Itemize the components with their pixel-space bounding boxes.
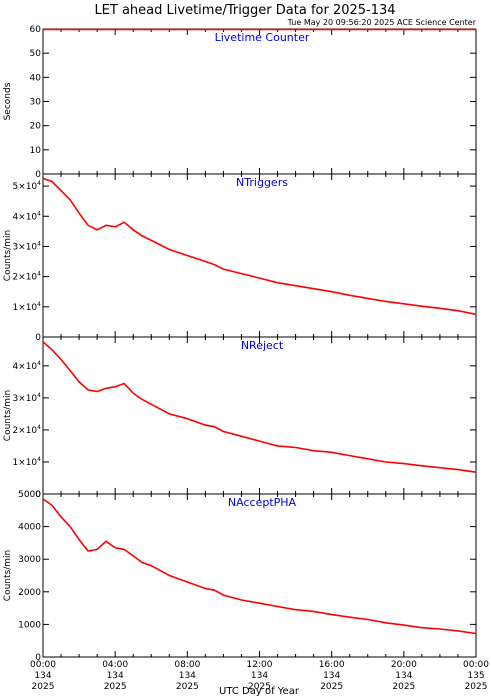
y-tick-label: 30 [30,98,42,108]
x-tick-label-line: 08:00 [174,660,200,670]
y-tick-label: 3×104 [12,240,41,252]
x-tick-label-line: 134 [107,671,124,681]
y-tick-label: 0 [35,490,41,500]
panel-2: 0 1×104 2×104 3×104 4×104 5×104 Counts/min NTri… [3,173,477,343]
x-tick-label-line: 04:00 [102,660,128,670]
x-tick-label-line: 2025 [32,682,55,692]
x-tick-label-line: 2025 [320,682,343,692]
panel-title: NAcceptPHA [228,496,297,509]
y-tick-label: 3×104 [12,392,41,404]
y-tick-label: 2×104 [12,424,41,436]
x-tick-label-line: 16:00 [319,660,345,670]
y-tick-label: 1×104 [12,301,41,313]
y-tick-label: 60 [30,25,42,35]
y-tick-label: 4×104 [12,360,41,372]
y-tick-label: 0 [35,170,41,180]
x-tick-label-line: 134 [179,671,196,681]
y-tick-label: 2000 [18,588,41,598]
series-line [42,177,477,316]
x-tick-label-line: 20:00 [391,660,417,670]
x-axis-label: UTC Day of Year [219,686,300,697]
y-tick-label: 20 [30,122,42,132]
series-line [42,341,477,473]
panel-frame [42,28,477,175]
y-axis-label: Seconds [3,82,13,120]
x-tick-label-line: 134 [251,671,268,681]
x-tick-label-line: 135 [467,671,484,681]
x-tick-label-line: 2025 [465,682,488,692]
y-tick-label: 50 [30,49,42,59]
panel-frame [42,173,477,338]
panel-frame [42,493,477,658]
y-tick-label: 4000 [18,523,41,533]
x-tick-label-line: 2025 [248,682,271,692]
figure-title: LET ahead Livetime/Trigger Data for 2025… [94,3,395,18]
timestamp: Tue May 20 09:56:20 2025 ACE Science Cen… [287,18,477,27]
y-tick-label: 0 [35,653,41,663]
x-tick-label-line: 12:00 [247,660,273,670]
x-axis-ticks: 00:00134202504:00134202508:00134202512:0… [30,660,489,692]
y-axis-label: Counts/min [3,550,13,601]
panel-frame [42,336,477,495]
y-tick-label: 40 [30,73,42,83]
panel-title: Livetime Counter [215,31,310,44]
x-tick-label-line: 134 [395,671,412,681]
x-tick-label-line: 2025 [392,682,415,692]
x-tick-label-line: 00:00 [463,660,489,670]
x-tick-label-line: 00:00 [30,660,56,670]
x-tick-label-line: 134 [34,671,51,681]
panel-4: 0 1000 2000 3000 4000 5000 Counts/min NAcceptPH… [3,490,477,663]
y-axis-label: Counts/min [3,230,13,281]
y-tick-label: 3000 [18,555,41,565]
y-tick-label: 5000 [18,490,41,500]
x-tick-label-line: 2025 [176,682,199,692]
panel-title: NReject [241,339,284,352]
y-tick-label: 5×104 [12,180,41,192]
panel-1: 0 10 20 30 40 50 60 Seconds Livetime Counter [3,25,477,180]
panel-3: 0 1×104 2×104 3×104 4×104 Counts/min NReject [3,336,477,500]
panel-title: NTriggers [236,176,288,189]
y-tick-label: 4×104 [12,210,41,222]
y-tick-label: 1×104 [12,456,41,468]
y-tick-label: 0 [35,333,41,343]
series-line [42,498,477,635]
panels: 0 10 20 30 40 50 60 Seconds Livetime Counter 0 1×1… [3,25,477,663]
y-tick-label: 10 [30,146,42,156]
x-tick-label-line: 134 [323,671,340,681]
x-tick-label-line: 2025 [104,682,127,692]
y-axis-label: Counts/min [3,390,13,441]
y-tick-label: 2×104 [12,271,41,283]
y-tick-label: 1000 [18,620,41,630]
